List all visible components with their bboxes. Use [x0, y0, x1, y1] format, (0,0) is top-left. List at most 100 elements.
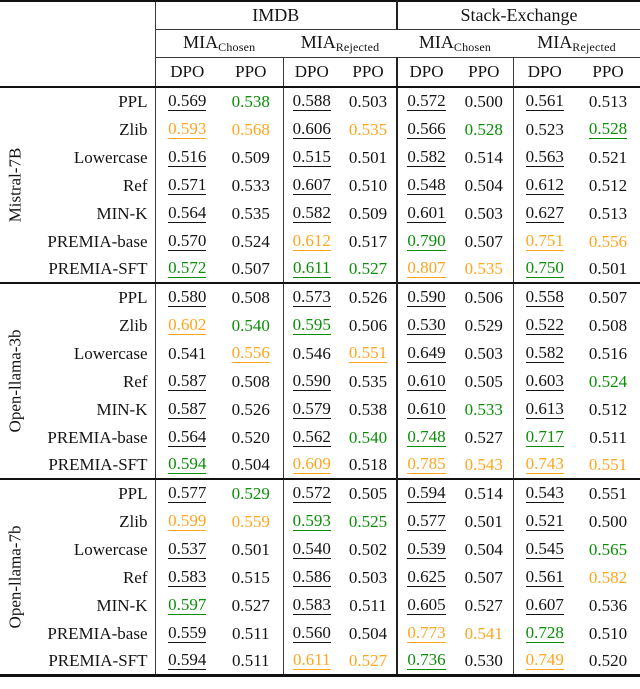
- metric-value: 0.535: [231, 203, 270, 223]
- metric-value: 0.790: [407, 230, 446, 251]
- metric-cell: 0.593: [282, 507, 340, 535]
- metric-cell: 0.569: [154, 87, 219, 115]
- metric-value: 0.606: [292, 118, 331, 139]
- metric-cell: 0.504: [455, 535, 513, 563]
- metric-value: 0.548: [407, 174, 446, 195]
- mia-sub-label: Rejected: [572, 40, 616, 54]
- metric-cell: 0.572: [396, 87, 456, 115]
- metric-value: 0.587: [168, 398, 207, 419]
- method-label: Zlib: [119, 119, 148, 139]
- metric-cell: 0.807: [396, 255, 456, 283]
- metric-cell: 0.568: [219, 115, 283, 143]
- metric-value: 0.597: [168, 594, 207, 615]
- metric-value: 0.535: [348, 119, 388, 139]
- dataset-header-stack-exchange: Stack-Exchange: [396, 1, 640, 30]
- metric-value: 0.502: [348, 539, 388, 559]
- metric-value: 0.507: [464, 567, 503, 587]
- method-label: Zlib: [119, 511, 148, 531]
- mia-label: MIA: [300, 32, 336, 52]
- metric-cell: 0.587: [154, 367, 219, 395]
- col-header-dpo: DPO: [154, 57, 219, 88]
- metric-cell: 0.520: [219, 423, 283, 451]
- mia-sub-label: Rejected: [335, 40, 380, 54]
- method-label: PREMIA-base: [47, 427, 148, 447]
- metric-value: 0.528: [588, 118, 628, 139]
- metric-value: 0.527: [464, 427, 503, 447]
- metric-value: 0.512: [588, 175, 628, 195]
- metric-cell: 0.603: [512, 367, 577, 395]
- method-label: MIN-K: [96, 203, 148, 223]
- metric-cell: 0.539: [396, 535, 456, 563]
- metric-value: 0.564: [168, 202, 207, 223]
- metric-cell: 0.533: [455, 395, 513, 423]
- metric-cell: 0.535: [340, 115, 397, 143]
- metric-value: 0.512: [588, 399, 628, 419]
- metric-cell: 0.751: [512, 227, 577, 255]
- metric-cell: 0.503: [340, 87, 397, 115]
- metric-cell: 0.525: [340, 507, 397, 535]
- metric-cell: 0.507: [455, 563, 513, 591]
- metric-cell: 0.610: [396, 367, 456, 395]
- metric-cell: 0.551: [576, 478, 640, 507]
- metric-cell: 0.521: [576, 143, 640, 171]
- metric-cell: 0.612: [282, 227, 340, 255]
- metric-cell: 0.785: [396, 451, 456, 479]
- metric-value: 0.526: [348, 288, 388, 307]
- metric-cell: 0.543: [512, 478, 577, 507]
- model-label-open-llama-7b: Open-llama-7b: [0, 478, 30, 675]
- metric-cell: 0.516: [576, 339, 640, 367]
- method-label: Lowercase: [73, 147, 148, 167]
- metric-cell: 0.513: [576, 87, 640, 115]
- metric-value: 0.560: [292, 622, 331, 643]
- metric-value: 0.587: [168, 370, 207, 391]
- metric-cell: 0.545: [512, 535, 577, 563]
- metric-cell: 0.523: [512, 115, 577, 143]
- metric-value: 0.501: [231, 539, 270, 559]
- metric-value: 0.522: [525, 314, 564, 335]
- metric-cell: 0.501: [219, 535, 283, 563]
- metric-value: 0.625: [407, 566, 446, 587]
- metric-value: 0.582: [292, 202, 331, 223]
- metric-value: 0.594: [168, 454, 207, 474]
- metric-value: 0.521: [525, 510, 564, 531]
- metric-cell: 0.612: [512, 171, 577, 199]
- metric-value: 0.527: [348, 650, 388, 670]
- metric-cell: 0.790: [396, 227, 456, 255]
- metric-cell: 0.627: [512, 199, 577, 227]
- metric-value: 0.558: [525, 287, 564, 307]
- metric-value: 0.501: [348, 147, 388, 167]
- metric-cell: 0.571: [154, 171, 219, 199]
- metric-cell: 0.590: [396, 282, 456, 311]
- metric-cell: 0.514: [455, 478, 514, 507]
- metric-value: 0.504: [464, 539, 503, 559]
- metric-cell: 0.522: [512, 311, 577, 339]
- metric-cell: 0.597: [154, 591, 219, 619]
- metric-cell: 0.582: [282, 199, 340, 227]
- metric-value: 0.500: [588, 511, 628, 531]
- metric-value: 0.524: [231, 231, 270, 251]
- table-row: Open-llama-7b PPL 0.577 0.529 0.572 0.505 0.59…: [0, 478, 640, 675]
- metric-value: 0.807: [407, 258, 446, 278]
- metric-value: 0.538: [231, 92, 270, 111]
- metric-value: 0.517: [348, 231, 388, 251]
- metric-cell: 0.540: [340, 423, 397, 451]
- table-row: Zlib 0.602 0.540 0.595 0.506 0.530 0.529 0.522 0…: [0, 311, 640, 339]
- metric-cell: 0.561: [512, 563, 577, 591]
- metric-cell: 0.506: [340, 311, 397, 339]
- metric-cell: 0.537: [154, 535, 219, 563]
- metric-value: 0.505: [464, 371, 503, 391]
- mia-label: MIA: [183, 32, 219, 52]
- metric-value: 0.611: [292, 258, 331, 278]
- metric-cell: 0.529: [219, 478, 283, 507]
- metric-value: 0.609: [292, 454, 331, 474]
- table-row: PREMIA-SFT 0.572 0.507 0.611 0.527 0.807 0.535…: [0, 255, 640, 283]
- method-label: PREMIA-SFT: [48, 455, 148, 474]
- metric-value: 0.530: [407, 314, 446, 335]
- metric-cell: 0.508: [576, 311, 640, 339]
- mia-sub-label: Chosen: [218, 40, 256, 54]
- metric-value: 0.601: [407, 202, 446, 223]
- col-header-ppo: PPO: [576, 57, 640, 88]
- col-header-ppo: PPO: [340, 57, 398, 88]
- metric-cell: 0.572: [282, 478, 340, 507]
- model-label-text: Mistral-7B: [5, 147, 25, 223]
